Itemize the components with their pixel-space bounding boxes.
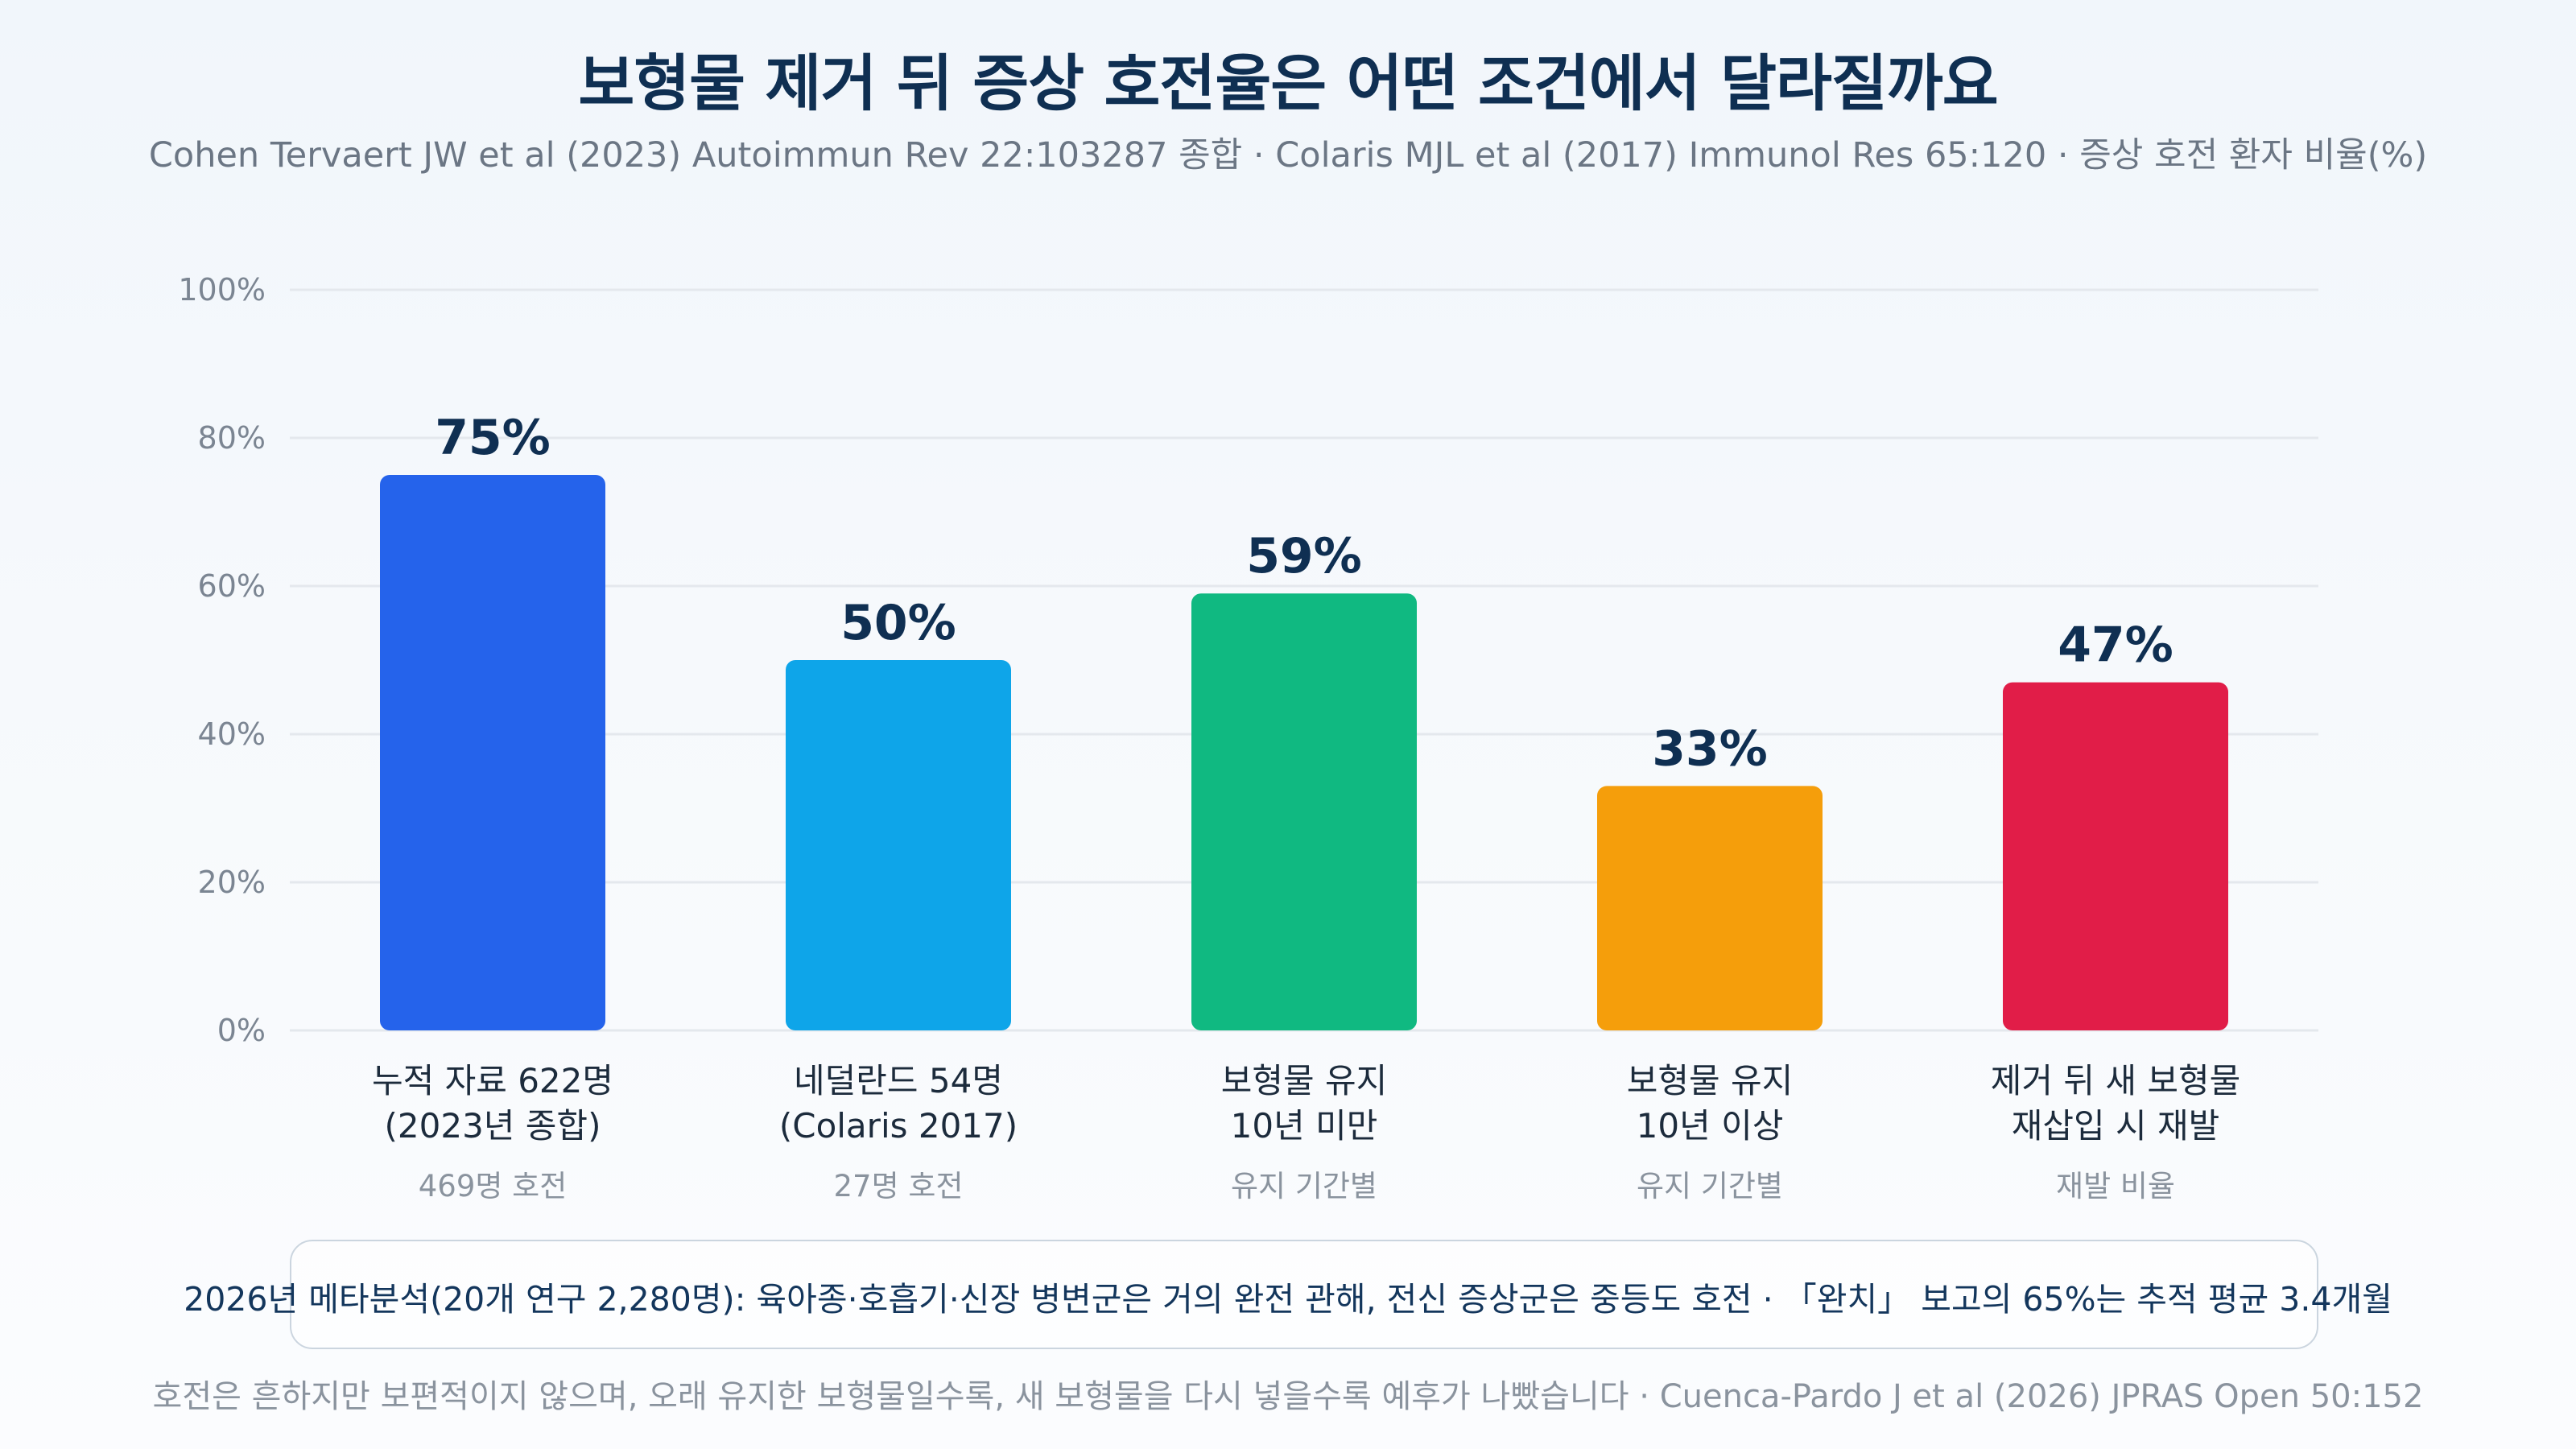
y-axis-ticks: 0% 20% 40% 60% 80% 100% [178, 272, 266, 1048]
bar-value-label: 33% [1652, 720, 1768, 777]
category-label: 10년 이상 [1637, 1106, 1784, 1146]
note-box [290, 1240, 2318, 1349]
y-tick-label: 100% [178, 272, 266, 308]
y-tick-label: 40% [198, 716, 266, 752]
chart-title: 보형물 제거 뒤 증상 호전율은 어떤 조건에서 달라질까요 [578, 47, 1998, 119]
category-note: 유지 기간별 [1637, 1169, 1783, 1203]
category-label: 제거 뒤 새 보형물 [1991, 1061, 2241, 1100]
category-label: 보형물 유지 [1221, 1061, 1388, 1100]
bar-value-label: 75% [435, 410, 551, 466]
bar-value-label: 50% [840, 595, 956, 651]
category-label: 누적 자료 622명 [372, 1061, 613, 1100]
y-tick-label: 60% [198, 568, 266, 604]
category-label: 보형물 유지 [1627, 1061, 1794, 1100]
category-label: 10년 미만 [1231, 1106, 1378, 1146]
category-labels: 누적 자료 622명 (2023년 종합) 469명 호전 네덜란드 54명 (Cola… [372, 1061, 2240, 1203]
value-labels: 75% 50% 59% 33% 47% [435, 410, 2174, 777]
bar-value-label: 47% [2058, 617, 2174, 674]
category-note: 27명 호전 [834, 1169, 964, 1203]
y-tick-label: 20% [198, 865, 266, 900]
chart-subtitle: Cohen Tervaert JW et al (2023) Autoimmun… [148, 135, 2428, 175]
note-text: 2026년 메타분석(20개 연구 2,280명): 육아종·호흡기·신장 병변… [184, 1280, 2392, 1319]
bar [786, 660, 1011, 1030]
category-note: 469명 호전 [419, 1169, 568, 1203]
category-label: (2023년 종합) [385, 1106, 601, 1146]
category-label: (Colaris 2017) [779, 1106, 1018, 1146]
category-note: 재발 비율 [2056, 1169, 2175, 1203]
bar [380, 475, 605, 1030]
y-tick-label: 80% [198, 420, 266, 456]
category-label: 네덜란드 54명 [794, 1061, 1003, 1100]
bars [380, 475, 2228, 1030]
bar [2003, 682, 2228, 1030]
bar [1597, 786, 1823, 1030]
bar [1191, 593, 1417, 1030]
bar-value-label: 59% [1246, 528, 1362, 584]
category-label: 재삽입 시 재발 [2012, 1106, 2220, 1146]
footer-text: 호전은 흔하지만 보편적이지 않으며, 오래 유지한 보형물일수록, 새 보형물… [152, 1378, 2424, 1415]
category-note: 유지 기간별 [1231, 1169, 1377, 1203]
y-tick-label: 0% [217, 1013, 266, 1048]
